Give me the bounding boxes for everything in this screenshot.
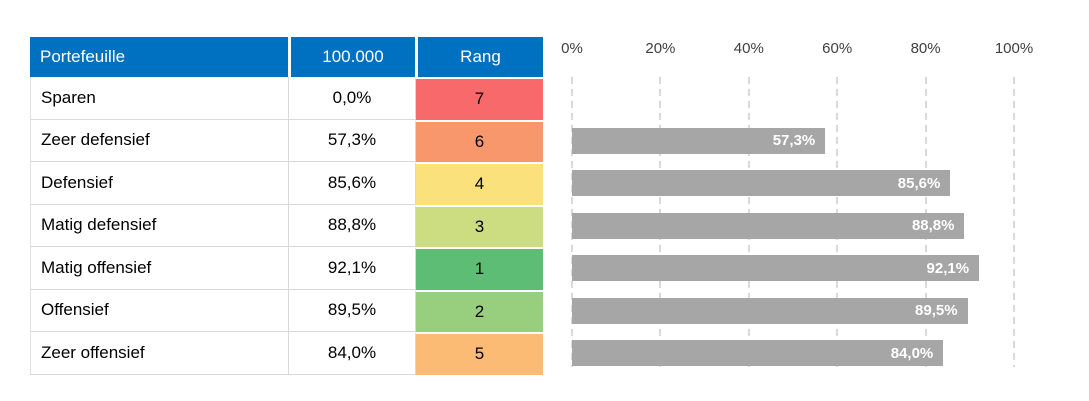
rank-badge[interactable]: 7 [415, 77, 543, 120]
portfolio-table: Portefeuille 100.000 Rang Sparen 0,0% 7 Zee… [30, 37, 543, 375]
header-cell-portefeuille[interactable]: Portefeuille [30, 37, 288, 77]
table-row: Matig offensief 92,1% 1 [30, 247, 543, 290]
performance-bar-chart: 57,3% 85,6% 88,8% 92,1% 89,5% 84,0% [571, 77, 1015, 367]
rank-badge[interactable]: 5 [415, 332, 543, 375]
rank-badge[interactable]: 4 [415, 162, 543, 205]
chart-bar[interactable]: 88,8% [572, 212, 965, 239]
portfolio-table-body: Sparen 0,0% 7 Zeer defensief 57,3% 6 Defensief… [30, 77, 543, 375]
table-row: Sparen 0,0% 7 [30, 77, 543, 120]
x-axis-tick-label: 60% [822, 40, 853, 57]
bar-value-label: 57,3% [772, 132, 816, 149]
x-axis-tick-label: 20% [645, 40, 676, 57]
portfolio-value-cell[interactable]: 84,0% [288, 332, 415, 375]
portfolio-value-cell[interactable]: 57,3% [288, 119, 415, 162]
bar-value-label: 92,1% [926, 259, 970, 277]
portfolio-name-cell[interactable]: Matig defensief [30, 204, 288, 247]
x-axis-tick-label: 80% [910, 40, 941, 57]
chart-bar[interactable]: 84,0% [572, 340, 944, 366]
portfolio-value-cell[interactable]: 92,1% [288, 247, 415, 290]
portfolio-name-cell[interactable]: Matig offensief [30, 247, 288, 290]
chart-bar[interactable]: 92,1% [572, 255, 980, 281]
bar-value-label: 88,8% [911, 217, 955, 234]
table-row: Zeer offensief 84,0% 5 [30, 332, 543, 375]
x-axis-tick-labels: 0% 20% 40% 60% 80% 100% [561, 40, 1033, 58]
rank-badge[interactable]: 3 [415, 204, 543, 247]
bar-value-label: 89,5% [915, 302, 958, 319]
table-header-row: Portefeuille 100.000 Rang [30, 37, 543, 77]
table-row: Defensief 85,6% 4 [30, 162, 543, 205]
x-axis-tick-label: 40% [733, 40, 764, 57]
chart-bar[interactable]: 57,3% [572, 127, 826, 154]
portfolio-value-cell[interactable]: 0,0% [288, 77, 415, 120]
table-row: Offensief 89,5% 2 [30, 289, 543, 332]
rank-badge[interactable]: 1 [415, 247, 543, 290]
portfolio-name-cell[interactable]: Offensief [30, 289, 288, 332]
bar-value-label: 84,0% [890, 344, 934, 362]
x-axis-tick-label: 0% [561, 40, 583, 57]
portfolio-value-cell[interactable]: 88,8% [288, 204, 415, 247]
header-cell-amount[interactable]: 100.000 [288, 37, 415, 77]
portfolio-value-cell[interactable]: 89,5% [288, 289, 415, 332]
chart-bar[interactable]: 89,5% [572, 297, 968, 324]
portfolio-name-cell[interactable]: Zeer defensief [30, 119, 288, 162]
rank-badge[interactable]: 2 [415, 289, 543, 332]
gridline [1013, 77, 1015, 367]
rank-badge[interactable]: 6 [415, 119, 543, 162]
header-cell-rang[interactable]: Rang [415, 37, 543, 77]
portfolio-name-cell[interactable]: Sparen [30, 77, 288, 120]
table-row: Matig defensief 88,8% 3 [30, 204, 543, 247]
table-row: Zeer defensief 57,3% 6 [30, 119, 543, 162]
chart-bar[interactable]: 85,6% [572, 170, 951, 196]
portfolio-value-cell[interactable]: 85,6% [288, 162, 415, 205]
x-axis-tick-label: 100% [994, 40, 1034, 57]
portfolio-name-cell[interactable]: Defensief [30, 162, 288, 205]
bar-value-label: 85,6% [897, 174, 941, 192]
portfolio-name-cell[interactable]: Zeer offensief [30, 332, 288, 375]
